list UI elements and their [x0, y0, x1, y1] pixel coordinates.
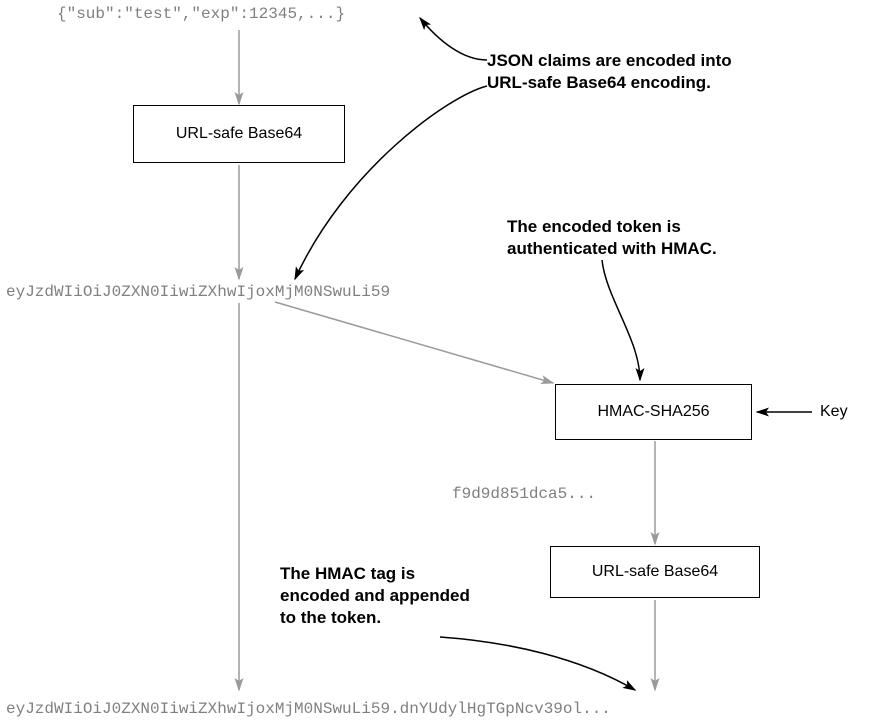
box-label: URL-safe Base64 — [176, 125, 302, 143]
caption-json-encoded: JSON claims are encoded intoURL-safe Bas… — [487, 50, 732, 94]
final-token-text: eyJzdWIiOiJ0ZXN0IiwiZXhwIjoxMjM0NSwuLi59… — [6, 700, 611, 718]
box-label: HMAC-SHA256 — [597, 403, 709, 421]
hmac-output-text: f9d9d851dca5... — [452, 485, 596, 503]
box-url-safe-base64-1: URL-safe Base64 — [133, 105, 345, 163]
key-label: Key — [820, 403, 848, 421]
encoded-token-text: eyJzdWIiOiJ0ZXN0IiwiZXhwIjoxMjM0NSwuLi59 — [6, 283, 390, 301]
caption-hmac-appended: The HMAC tag isencoded and appendedto th… — [280, 563, 470, 629]
box-label: URL-safe Base64 — [592, 563, 718, 581]
box-url-safe-base64-2: URL-safe Base64 — [550, 546, 760, 598]
json-input-text: {"sub":"test","exp":12345,...} — [57, 5, 345, 23]
caption-token-authenticated: The encoded token isauthenticated with H… — [507, 216, 717, 260]
box-hmac-sha256: HMAC-SHA256 — [555, 384, 752, 440]
